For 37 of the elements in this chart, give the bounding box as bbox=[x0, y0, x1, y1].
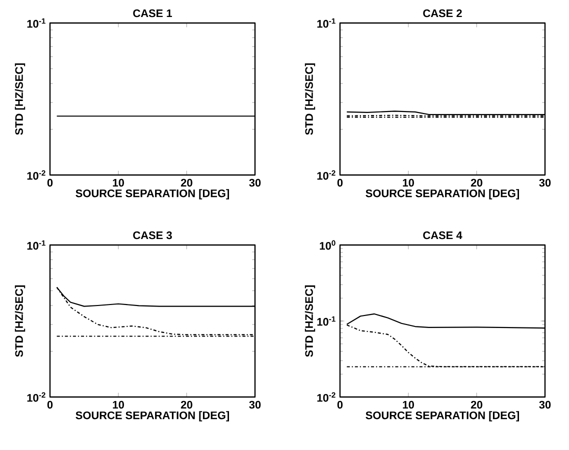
y-axis-title: STD [HZ/SEC] bbox=[304, 285, 316, 357]
x-tick-label: 30 bbox=[249, 178, 261, 187]
y-tick-label: 10$^{-1}$ bbox=[27, 240, 46, 250]
y-axis-title: STD [HZ/SEC] bbox=[304, 63, 316, 135]
y-axis-title: STD [HZ/SEC] bbox=[14, 63, 26, 135]
y-tick-label: 10$^{-2}$ bbox=[317, 170, 336, 180]
chart-title: CASE 4 bbox=[423, 231, 462, 240]
y-tick-label: 10$^{-2}$ bbox=[317, 392, 336, 402]
x-tick-label: 20 bbox=[470, 400, 482, 409]
x-axis-title: SOURCE SEPARATION [DEG] bbox=[76, 189, 229, 200]
x-tick-label: 20 bbox=[470, 178, 482, 187]
y-tick-label: 10$^{-1}$ bbox=[317, 316, 336, 326]
x-tick-label: 20 bbox=[180, 400, 192, 409]
x-tick-label: 30 bbox=[249, 400, 261, 409]
x-tick-label: 10 bbox=[112, 400, 124, 409]
x-tick-label: 30 bbox=[539, 400, 551, 409]
x-tick-label: 0 bbox=[47, 178, 53, 187]
chart-title: CASE 2 bbox=[423, 9, 462, 18]
y-tick-label: 10$^{-1}$ bbox=[317, 18, 336, 28]
chart-title: CASE 1 bbox=[133, 9, 172, 18]
y-tick-label: 10$^{-2}$ bbox=[27, 392, 46, 402]
x-tick-label: 0 bbox=[47, 400, 53, 409]
chart-title: CASE 3 bbox=[133, 231, 172, 240]
x-axis-title: SOURCE SEPARATION [DEG] bbox=[366, 411, 519, 422]
y-tick-label: 10$^{-1}$ bbox=[27, 18, 46, 28]
x-axis-title: SOURCE SEPARATION [DEG] bbox=[76, 411, 229, 422]
x-tick-label: 0 bbox=[337, 400, 343, 409]
x-tick-label: 30 bbox=[539, 178, 551, 187]
x-tick-label: 20 bbox=[180, 178, 192, 187]
x-tick-label: 10 bbox=[112, 178, 124, 187]
y-tick-label: 10$^{-2}$ bbox=[27, 170, 46, 180]
y-tick-label: 10$^{0}$ bbox=[320, 240, 336, 250]
x-tick-label: 0 bbox=[337, 178, 343, 187]
x-axis-title: SOURCE SEPARATION [DEG] bbox=[366, 189, 519, 200]
x-tick-label: 10 bbox=[402, 400, 414, 409]
y-axis-title: STD [HZ/SEC] bbox=[14, 285, 26, 357]
x-tick-label: 10 bbox=[402, 178, 414, 187]
